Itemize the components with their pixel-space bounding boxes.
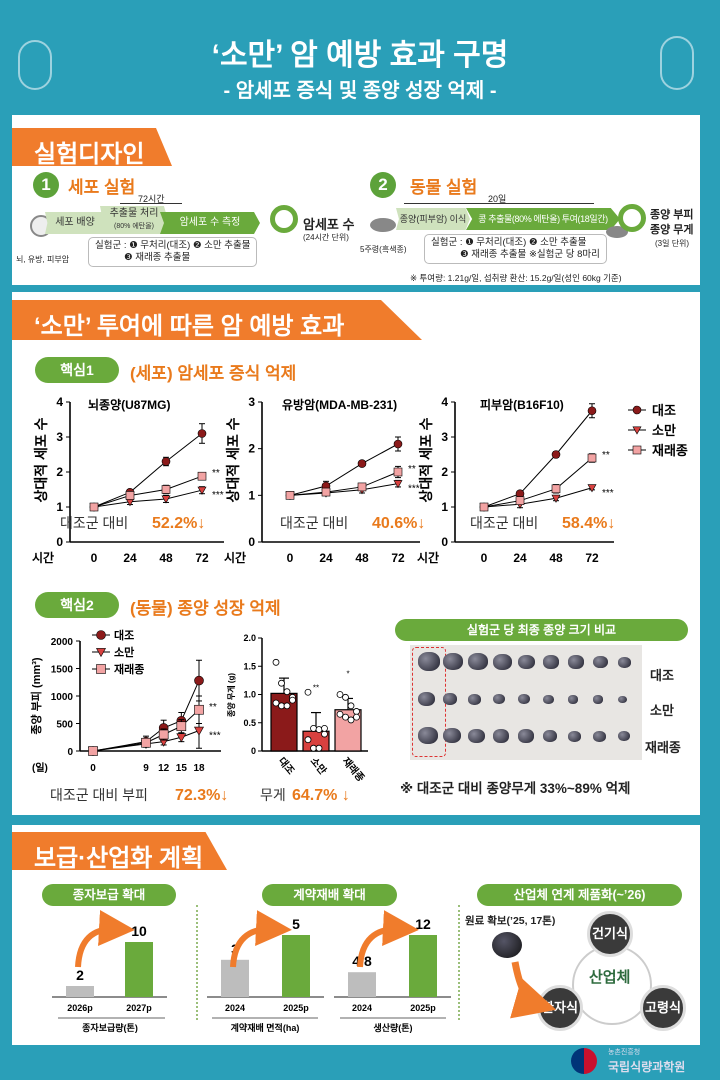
tumor-sample (443, 653, 463, 670)
tumor-sample (618, 731, 630, 742)
core1-pill: 핵심1 (35, 357, 119, 383)
tumor-sample (468, 728, 485, 743)
photo-caption: ※ 대조군 대비 종양무게 33%~89% 억제 (400, 781, 631, 796)
photo-row-label: 소만 (650, 703, 674, 718)
industry-center: 산업체 (589, 969, 631, 986)
tumor-sample (618, 656, 631, 668)
tumor-sample (593, 695, 603, 704)
material-source: 원료 확보(’25, 17톤) (465, 915, 556, 927)
tumor-sample (468, 693, 481, 705)
tumor-sample (543, 655, 559, 669)
animal-result-1: 종양 부피 (650, 209, 694, 221)
tumor-photo (410, 645, 642, 760)
span-label: 20일 (488, 194, 507, 204)
group-3: ❸ 재래종 추출물 (124, 252, 191, 263)
dose-note: ※ 투여량: 1.21g/일, 섭취량 환산: 15.2g/일(성인 60kg … (410, 273, 622, 283)
core2-pill: 핵심2 (35, 592, 119, 618)
photo-header: 실험군 당 최종 종양 크기 비교 (395, 619, 688, 641)
group-1: ❶ 무처리(대조) (129, 240, 191, 251)
tumor-sample (418, 652, 440, 671)
section-header-spread: 보급·산업화 계획 (12, 832, 227, 870)
photo-row-label: 대조 (650, 668, 674, 683)
group-note: ※실험군 당 8마리 (528, 249, 600, 260)
tumor-sample (443, 693, 457, 705)
tumor-sample (568, 695, 578, 704)
tumor-sample (518, 694, 530, 705)
photo-row-label: 재래종 (645, 740, 681, 755)
animal-result-2: 종양 무게 (650, 224, 694, 236)
tumor-sample (468, 653, 488, 670)
divider (196, 905, 198, 1020)
step-measure: 암세포 수 측정 (160, 212, 260, 234)
groups-label: 실험군 : (431, 237, 463, 248)
tumor-sample (568, 655, 584, 669)
product-circle: 환자식 (537, 985, 583, 1031)
section-header-effect: ‘소만’ 투여에 따른 암 예방 효과 (12, 300, 422, 340)
span-label: 72시간 (138, 194, 165, 204)
tumor-sample (418, 691, 435, 706)
cell-result-sub: (24시간 단위) (303, 233, 349, 242)
step-dosing: 콩 추출물(80% 에탄올) 투여(18일간) (466, 208, 620, 230)
tumor-sample (443, 728, 461, 744)
contract-pill: 계약재배 확대 (262, 884, 397, 906)
span-line (404, 203, 594, 204)
tumor-sample (418, 727, 438, 744)
animal-source: 5주령(흑색종) (360, 245, 407, 254)
cell-source: 뇌, 유방, 피부암 (16, 255, 70, 264)
government-emblem-logo (571, 1048, 597, 1074)
industry-pill: 산업체 연계 제품화(~’26) (477, 884, 682, 906)
magnifier-icon (270, 205, 298, 233)
product-circle: 건기식 (587, 911, 633, 957)
animal-groups-box: 실험군 : ❶ 무처리(대조) ❷ 소만 추출물 ❸ 재래종 추출물 ※실험군 … (424, 234, 607, 264)
step-implant: 종양(피부암) 이식 (396, 208, 470, 230)
tumor-sample (518, 729, 534, 743)
magnifier-icon (618, 204, 646, 232)
divider (458, 905, 460, 1020)
institute-name: 국립식량과학원 (608, 1060, 686, 1074)
group-1: ❶ 무처리(대조) (465, 237, 527, 248)
page-title: ‘소만’ 암 예방 효과 구명 (211, 39, 509, 72)
tumor-sample (543, 694, 554, 704)
page-subtitle: - 암세포 증식 및 종양 성장 억제 - (223, 80, 497, 102)
groups-label: 실험군 : (95, 240, 127, 251)
step-treatment-sub: (80% 에탄올) (114, 223, 154, 230)
core2-title: (동물) 종양 성장 억제 (130, 599, 281, 618)
tumor-sample (543, 730, 557, 742)
group-2: ❷ 소만 추출물 (192, 240, 251, 251)
group-3: ❸ 재래종 추출물 (460, 249, 527, 260)
mouse-icon (370, 218, 396, 232)
cell-groups-box: 실험군 : ❶ 무처리(대조) ❷ 소만 추출물 ❸ 재래종 추출물 (88, 237, 258, 267)
step-number-1: 1 (33, 172, 59, 198)
group-2: ❷ 소만 추출물 (528, 237, 587, 248)
step-culture: 세포 배양 (45, 212, 105, 234)
span-line (120, 203, 182, 204)
tumor-sample (593, 730, 606, 742)
cell-experiment-title: 세포 실험 (68, 178, 136, 197)
cell-result: 암세포 수 (303, 217, 355, 232)
tumor-sample (493, 694, 505, 705)
tumor-sample (518, 654, 535, 669)
tumor-sample (593, 655, 608, 669)
agency-name: 농촌진흥청 (608, 1049, 641, 1056)
seed-pill: 종자보급 확대 (42, 884, 176, 906)
black-soybean-icon (492, 932, 522, 958)
tumor-sample (618, 695, 627, 704)
product-circle: 고령식 (640, 985, 686, 1031)
peanut-icon (660, 36, 694, 90)
tumor-sample (568, 730, 581, 742)
tumor-sample (493, 653, 512, 670)
tumor-sample (493, 729, 509, 743)
core1-title: (세포) 암세포 증식 억제 (130, 364, 297, 383)
animal-experiment-title: 동물 실험 (410, 178, 478, 197)
step-treatment-label: 추출물 처리 (109, 208, 159, 219)
section-header-design: 실험디자인 (12, 128, 172, 166)
animal-result-sub: (3일 단위) (655, 239, 690, 248)
step-number-2: 2 (370, 172, 396, 198)
step-treatment: 추출물 처리 (80% 에탄올) (100, 206, 168, 234)
peanut-icon (18, 40, 52, 90)
